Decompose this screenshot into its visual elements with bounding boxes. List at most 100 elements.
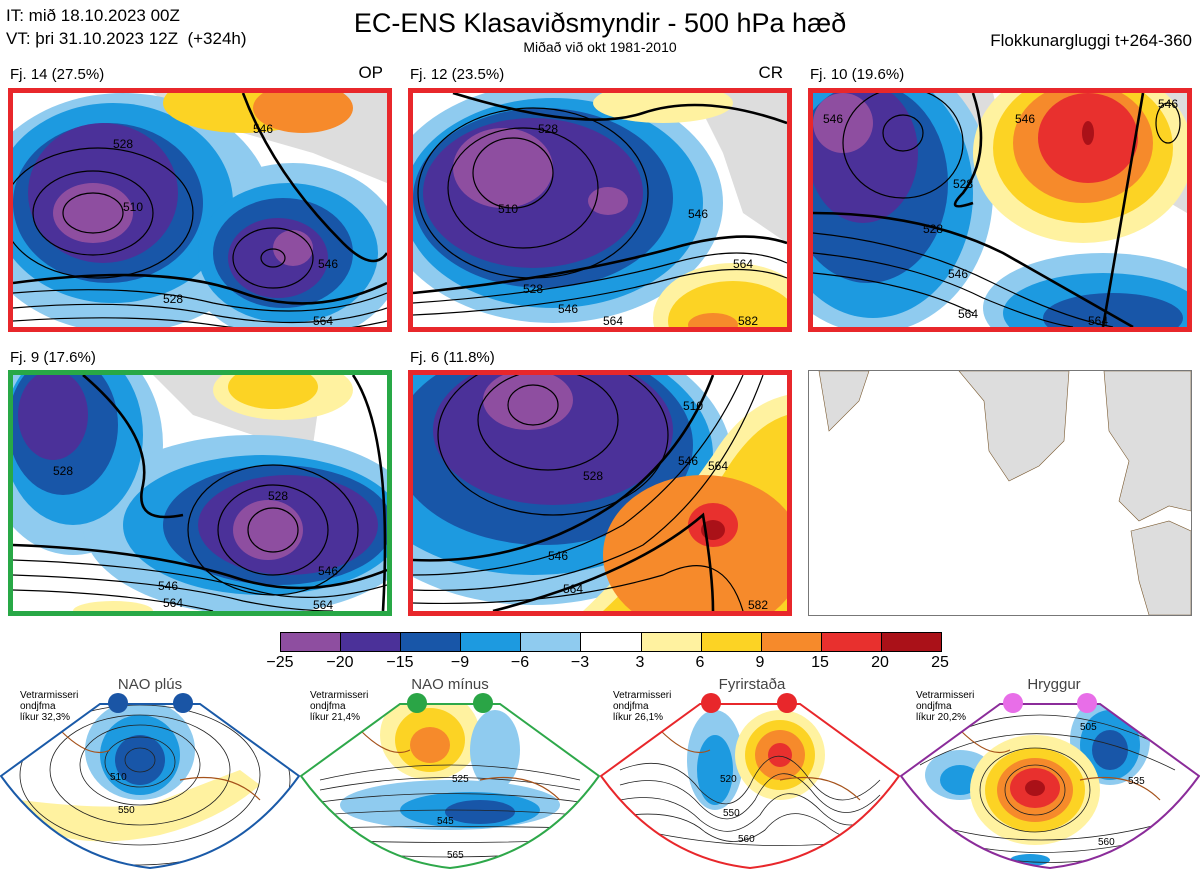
panel-tag-cr: CR	[758, 63, 783, 82]
contour-label: 546	[1158, 97, 1178, 111]
cluster-map-2[interactable]: 528 510 546 528 546 564 564 582	[408, 88, 792, 332]
regime-dot	[701, 693, 721, 713]
colorbar-tick-label: −20	[326, 654, 354, 671]
regime-note-nao-minus: Vetrarmisseri ondjfma líkur 21,4%	[310, 690, 369, 723]
contour-label: 546	[158, 579, 178, 593]
contour-label: 564	[163, 596, 183, 610]
anomaly-map-5: 510 528 546 546 564 564 582	[413, 375, 787, 611]
cluster-map-1[interactable]: 528 510 528 546 546 564	[8, 88, 392, 332]
colorbar-swatch	[701, 633, 762, 651]
colorbar-swatch	[821, 633, 882, 651]
contour-label: 528	[523, 282, 543, 296]
panel-tag-op: OP	[358, 63, 383, 82]
regime-map-nao-minus: 525 545 565	[300, 693, 600, 870]
colorbar-ticks: −25 −20 −15 −9 −6 −3 3 6 9 15 20 25	[260, 654, 962, 674]
colorbar-swatch	[341, 633, 402, 651]
colorbar-tick-label: −3	[570, 654, 590, 671]
contour-label: 535	[1128, 776, 1145, 787]
contour-label: 560	[738, 834, 755, 845]
colorbar-tick-label: 3	[635, 654, 645, 671]
contour-label: 510	[683, 399, 703, 413]
regime-title-nao-plus: NAO plús	[117, 676, 183, 693]
regime-dot	[777, 693, 797, 713]
panel-label-5: Fj. 6 (11.8%)	[410, 349, 495, 366]
contour-label: 550	[723, 808, 740, 819]
anomaly-map-3: 546 528 546 528 546 564 564 546	[813, 93, 1187, 327]
colorbar-tick-label: −25	[266, 654, 294, 671]
contour-label: 510	[498, 202, 518, 216]
colorbar	[280, 632, 942, 652]
contour-label: 564	[313, 598, 333, 611]
contour-label: 505	[1080, 722, 1097, 733]
contour-label: 564	[733, 257, 753, 271]
colorbar-tick-label: −6	[510, 654, 530, 671]
regime-dot	[108, 693, 128, 713]
contour-label: 528	[953, 177, 973, 191]
contour-label: 520	[720, 774, 737, 785]
regime-dot	[1077, 693, 1097, 713]
anomaly-map-4: 528 528 546 546 564 564	[13, 375, 387, 611]
panel-label-4: Fj. 9 (17.6%)	[10, 349, 96, 366]
anomaly-map-2: 528 510 546 528 546 564 564 582	[413, 93, 787, 327]
contour-label: 528	[538, 122, 558, 136]
contour-label: 564	[603, 314, 623, 327]
page-title: EC-ENS Klasaviðsmyndir - 500 hPa hæð	[353, 8, 847, 38]
regime-frame	[300, 703, 600, 870]
contour-label: 564	[313, 314, 333, 327]
run-info: IT: mið 18.10.2023 00Z VT: þri 31.10.202…	[6, 4, 247, 50]
contour-label: 546	[823, 112, 843, 126]
contour-label: 545	[437, 816, 454, 827]
contour-label: 525	[452, 774, 469, 785]
regime-frame	[0, 703, 300, 870]
contour-label: 546	[318, 257, 338, 271]
valid-time: VT: þri 31.10.2023 12Z (+324h)	[6, 29, 247, 48]
contour-label: 528	[163, 292, 183, 306]
regime-dot	[1003, 693, 1023, 713]
regime-map-nao-plus: 510 550	[0, 693, 300, 870]
contour-label: 564	[958, 307, 978, 321]
colorbar-swatch	[521, 633, 582, 651]
contour-label: 546	[948, 267, 968, 281]
contour-label: 546	[548, 549, 568, 563]
regime-title-blocking: Fyrirstaða	[718, 676, 786, 693]
contour-label: 546	[678, 454, 698, 468]
contour-label: 528	[923, 222, 943, 236]
panel-label-2: Fj. 12 (23.5%)	[410, 66, 505, 83]
colorbar-tick-label: −15	[386, 654, 414, 671]
anomaly-map-1: 528 510 528 546 546 564	[13, 93, 387, 327]
regime-frame	[600, 703, 900, 870]
panel-label-3: Fj. 10 (19.6%)	[810, 66, 905, 83]
regime-note-ridge: Vetrarmisseri ondjfma líkur 20,2%	[916, 690, 975, 723]
contour-label: 510	[123, 200, 143, 214]
cluster-map-3[interactable]: 546 528 546 528 546 564 564 546	[808, 88, 1192, 332]
base-map	[808, 370, 1192, 616]
colorbar-swatch	[281, 633, 342, 651]
coastline-map	[818, 371, 1191, 615]
colorbar-tick-label: 9	[755, 654, 765, 671]
colorbar-swatch	[461, 633, 522, 651]
colorbar-swatch	[581, 633, 642, 651]
colorbar-tick-label: 15	[811, 654, 829, 671]
colorbar-tick-label: 6	[695, 654, 705, 671]
contour-label: 546	[1015, 112, 1035, 126]
cluster-map-4[interactable]: 528 528 546 546 564 564	[8, 370, 392, 616]
regime-dot	[173, 693, 193, 713]
initial-time: IT: mið 18.10.2023 00Z	[6, 6, 180, 25]
regime-map-blocking: 520 550 560	[600, 693, 900, 870]
contour-label: 550	[118, 805, 135, 816]
contour-label: 546	[253, 122, 273, 136]
regime-dot	[407, 693, 427, 713]
colorbar-swatch	[761, 633, 822, 651]
classification-window: Flokkunargluggi t+264-360	[990, 31, 1192, 50]
contour-label: 546	[318, 564, 338, 578]
contour-label: 510	[110, 772, 127, 783]
cluster-map-5[interactable]: 510 528 546 546 564 564 582	[408, 370, 792, 616]
colorbar-tick-label: 25	[931, 654, 949, 671]
contour-label: 528	[268, 489, 288, 503]
contour-label: 582	[748, 598, 768, 611]
contour-label: 546	[688, 207, 708, 221]
page-subtitle: Miðað við okt 1981-2010	[523, 39, 677, 55]
contour-label: 546	[558, 302, 578, 316]
regime-title-ridge: Hryggur	[1027, 676, 1081, 693]
